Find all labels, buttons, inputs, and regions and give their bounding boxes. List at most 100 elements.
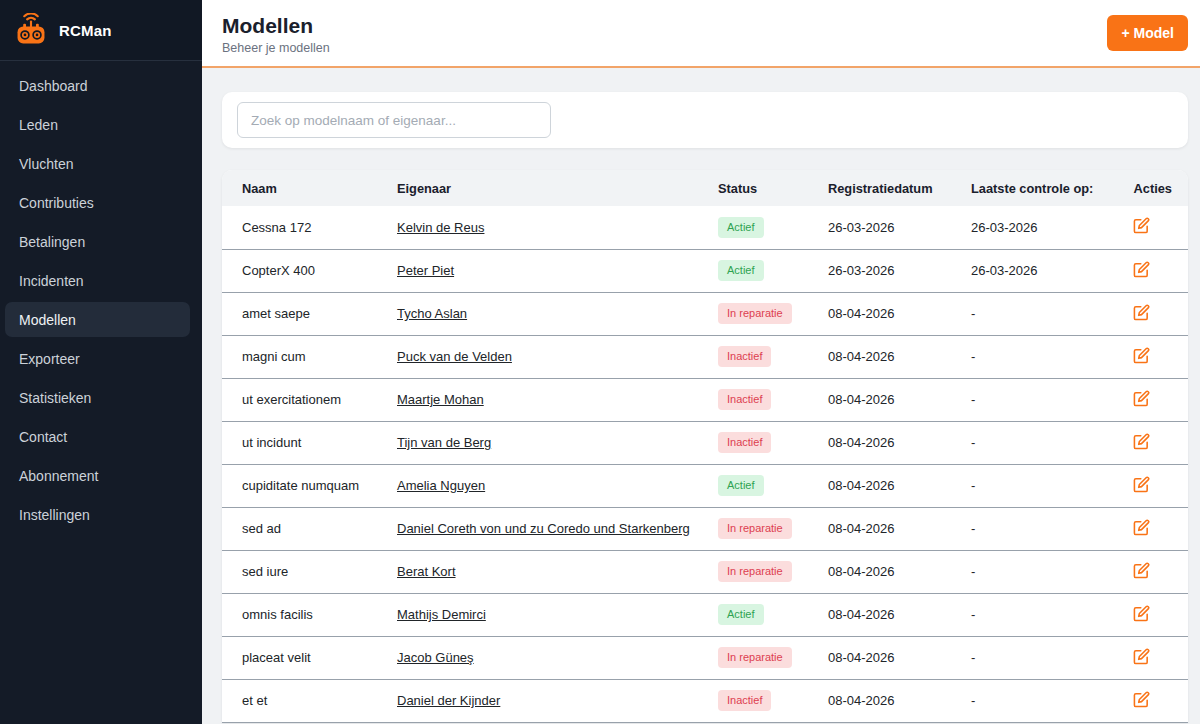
- table-row: sed iure Berat Kort In reparatie 08-04-2…: [222, 550, 1188, 593]
- last-check-cell: -: [971, 421, 1117, 464]
- owner-cell: Peter Piet: [397, 249, 718, 292]
- edit-button[interactable]: [1133, 390, 1150, 407]
- edit-button[interactable]: [1133, 261, 1150, 278]
- logo-section: RCMan: [0, 0, 202, 61]
- edit-pencil-icon: [1133, 648, 1150, 665]
- model-name-cell: sed ad: [222, 507, 397, 550]
- owner-cell: Puck van de Velden: [397, 335, 718, 378]
- status-cell: In reparatie: [718, 550, 828, 593]
- sidebar-item-instellingen[interactable]: Instellingen: [5, 497, 190, 532]
- sidebar-item-vluchten[interactable]: Vluchten: [5, 146, 190, 181]
- edit-button[interactable]: [1133, 562, 1150, 579]
- status-cell: Inactief: [718, 679, 828, 722]
- owner-link[interactable]: Kelvin de Reus: [397, 220, 484, 235]
- model-name-cell: sed iure: [222, 550, 397, 593]
- sidebar-item-dashboard[interactable]: Dashboard: [5, 68, 190, 103]
- table-row: omnis facilis Mathijs Demirci Actief 08-…: [222, 593, 1188, 636]
- actions-cell: [1117, 593, 1188, 636]
- edit-button[interactable]: [1133, 648, 1150, 665]
- owner-link[interactable]: Peter Piet: [397, 263, 454, 278]
- column-header-naam: Naam: [222, 170, 397, 206]
- status-badge: Actief: [718, 604, 764, 625]
- owner-link[interactable]: Tijn van de Berg: [397, 435, 491, 450]
- last-check-cell: -: [971, 636, 1117, 679]
- sidebar-item-contributies[interactable]: Contributies: [5, 185, 190, 220]
- last-check-cell: -: [971, 507, 1117, 550]
- table-row: ut incidunt Tijn van de Berg Inactief 08…: [222, 421, 1188, 464]
- last-check-cell: 26-03-2026: [971, 249, 1117, 292]
- owner-link[interactable]: Amelia Nguyen: [397, 478, 485, 493]
- main-panel: NaamEigenaarStatusRegistratiedatumLaatst…: [202, 68, 1200, 723]
- page-heading-group: Modellen Beheer je modellen: [222, 12, 330, 55]
- status-cell: Actief: [718, 206, 828, 249]
- status-cell: Inactief: [718, 421, 828, 464]
- column-header-acties: Acties: [1117, 170, 1188, 206]
- actions-cell: [1117, 206, 1188, 249]
- sidebar-item-contact[interactable]: Contact: [5, 419, 190, 454]
- sidebar-item-statistieken[interactable]: Statistieken: [5, 380, 190, 415]
- last-check-cell: -: [971, 550, 1117, 593]
- model-name-cell: Cessna 172: [222, 206, 397, 249]
- owner-link[interactable]: Maartje Mohan: [397, 392, 484, 407]
- sidebar-item-betalingen[interactable]: Betalingen: [5, 224, 190, 259]
- owner-link[interactable]: Mathijs Demirci: [397, 607, 486, 622]
- registration-date-cell: 08-04-2026: [828, 507, 971, 550]
- sidebar-item-modellen[interactable]: Modellen: [5, 302, 190, 337]
- model-name-cell: ut incidunt: [222, 421, 397, 464]
- owner-link[interactable]: Puck van de Velden: [397, 349, 512, 364]
- edit-button[interactable]: [1133, 519, 1150, 536]
- registration-date-cell: 08-04-2026: [828, 464, 971, 507]
- sidebar-item-exporteer[interactable]: Exporteer: [5, 341, 190, 376]
- actions-cell: [1117, 249, 1188, 292]
- model-name-cell: ut exercitationem: [222, 378, 397, 421]
- status-badge: In reparatie: [718, 561, 792, 582]
- sidebar-item-abonnement[interactable]: Abonnement: [5, 458, 190, 493]
- owner-link[interactable]: Daniel der Kijnder: [397, 693, 500, 708]
- status-badge: Inactief: [718, 690, 771, 711]
- registration-date-cell: 08-04-2026: [828, 636, 971, 679]
- edit-pencil-icon: [1133, 390, 1150, 407]
- edit-button[interactable]: [1133, 347, 1150, 364]
- table-row: sed ad Daniel Coreth von und zu Coredo u…: [222, 507, 1188, 550]
- actions-cell: [1117, 464, 1188, 507]
- registration-date-cell: 08-04-2026: [828, 421, 971, 464]
- owner-link[interactable]: Daniel Coreth von und zu Coredo und Star…: [397, 521, 690, 536]
- app-root: RCMan Dashboard Leden Vluchten Contributies…: [0, 0, 1200, 724]
- owner-link[interactable]: Jacob Güneş: [397, 650, 474, 665]
- edit-button[interactable]: [1133, 605, 1150, 622]
- add-model-button[interactable]: + Model: [1107, 15, 1188, 51]
- last-check-cell: -: [971, 292, 1117, 335]
- table-row: Cessna 172 Kelvin de Reus Actief 26-03-2…: [222, 206, 1188, 249]
- sidebar-item-leden[interactable]: Leden: [5, 107, 190, 142]
- status-badge: Inactief: [718, 432, 771, 453]
- edit-pencil-icon: [1133, 691, 1150, 708]
- registration-date-cell: 08-04-2026: [828, 378, 971, 421]
- sidebar-item-incidenten[interactable]: Incidenten: [5, 263, 190, 298]
- table-row: cupiditate numquam Amelia Nguyen Actief …: [222, 464, 1188, 507]
- registration-date-cell: 08-04-2026: [828, 550, 971, 593]
- last-check-cell: -: [971, 464, 1117, 507]
- status-badge: Inactief: [718, 346, 771, 367]
- edit-pencil-icon: [1133, 605, 1150, 622]
- status-badge: In reparatie: [718, 518, 792, 539]
- edit-button[interactable]: [1133, 304, 1150, 321]
- model-name-cell: omnis facilis: [222, 593, 397, 636]
- owner-link[interactable]: Tycho Aslan: [397, 306, 467, 321]
- owner-cell: Mathijs Demirci: [397, 593, 718, 636]
- last-check-cell: -: [971, 593, 1117, 636]
- table-row: amet saepe Tycho Aslan In reparatie 08-0…: [222, 292, 1188, 335]
- edit-button[interactable]: [1133, 433, 1150, 450]
- edit-button[interactable]: [1133, 691, 1150, 708]
- edit-button[interactable]: [1133, 217, 1150, 234]
- status-cell: Actief: [718, 464, 828, 507]
- edit-button[interactable]: [1133, 476, 1150, 493]
- owner-link[interactable]: Berat Kort: [397, 564, 456, 579]
- actions-cell: [1117, 421, 1188, 464]
- search-input[interactable]: [237, 102, 551, 138]
- search-card: [222, 92, 1188, 148]
- rc-controller-logo-icon: [14, 13, 48, 47]
- status-badge: Actief: [718, 217, 764, 238]
- column-header-laatste-controle: Laatste controle op:: [971, 170, 1117, 206]
- owner-cell: Tijn van de Berg: [397, 421, 718, 464]
- owner-cell: Daniel der Kijnder: [397, 679, 718, 722]
